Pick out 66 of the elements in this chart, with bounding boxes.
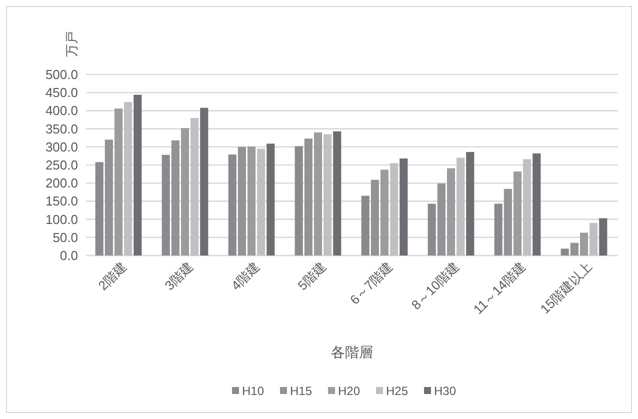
bar: [390, 163, 398, 256]
x-tick-label: 15階建以上: [537, 259, 595, 317]
y-tick-label: 450.0: [45, 85, 78, 100]
bar: [324, 134, 332, 256]
legend-label: H25: [386, 384, 408, 398]
y-tick-label: 100.0: [45, 212, 78, 227]
bar: [162, 154, 170, 256]
bar: [361, 196, 370, 256]
bar: [304, 138, 312, 256]
bar: [200, 108, 208, 256]
bar: [446, 168, 456, 256]
bar: [171, 140, 180, 256]
x-tick-label: 11～14階建: [470, 259, 528, 317]
bar: [437, 183, 446, 256]
y-tick-label: 0.0: [60, 248, 78, 263]
bar: [580, 232, 588, 256]
y-tick-label: 150.0: [45, 194, 78, 209]
legend-label: H20: [338, 384, 360, 398]
x-tick-label: 2階建: [95, 259, 130, 294]
bar: [190, 118, 199, 256]
x-tick-label: 6～7階建: [346, 259, 396, 308]
y-tick-label: 50.0: [52, 230, 78, 245]
bar: [294, 146, 303, 256]
legend-label: H10: [242, 384, 264, 398]
bar: [134, 94, 142, 256]
y-tick-label: 300.0: [45, 139, 78, 154]
bar: [400, 158, 408, 256]
x-axis-title: 各階層: [331, 344, 373, 360]
y-tick-label: 400.0: [45, 103, 78, 118]
x-tick-label: 8～10階建: [408, 259, 462, 313]
bar: [104, 140, 113, 256]
bar: [114, 108, 123, 256]
bar: [428, 204, 436, 256]
bar: [257, 148, 266, 256]
bar: [532, 153, 541, 256]
bar: [494, 204, 502, 256]
bar: [314, 132, 322, 256]
y-axis-title: 万戸: [64, 31, 79, 57]
x-tick-label: 3階建: [162, 259, 196, 294]
bar: [380, 170, 389, 256]
legend-label: H15: [290, 384, 312, 398]
bar: [599, 218, 608, 256]
bar: [590, 222, 598, 256]
y-tick-label: 500.0: [45, 67, 78, 82]
bar: [247, 146, 256, 256]
x-tick-label: 5階建: [294, 259, 329, 294]
legend-label: H30: [434, 384, 456, 398]
bar: [370, 180, 379, 256]
bar: [504, 188, 512, 256]
bar: [180, 128, 190, 256]
bar: [523, 159, 532, 256]
bar: [570, 242, 578, 256]
y-tick-label: 250.0: [45, 158, 78, 172]
x-tick-label: 4階建: [228, 259, 262, 294]
bar: [456, 158, 465, 256]
bar: [228, 154, 236, 256]
bar: [266, 144, 275, 256]
bar: [333, 131, 342, 256]
y-tick-label: 350.0: [45, 121, 78, 136]
bar: [560, 248, 569, 256]
bar: [466, 152, 474, 256]
bar: [513, 172, 522, 256]
bar: [238, 146, 246, 256]
y-tick-label: 200.0: [45, 176, 78, 191]
bar: [124, 102, 132, 256]
bar: [95, 162, 104, 256]
